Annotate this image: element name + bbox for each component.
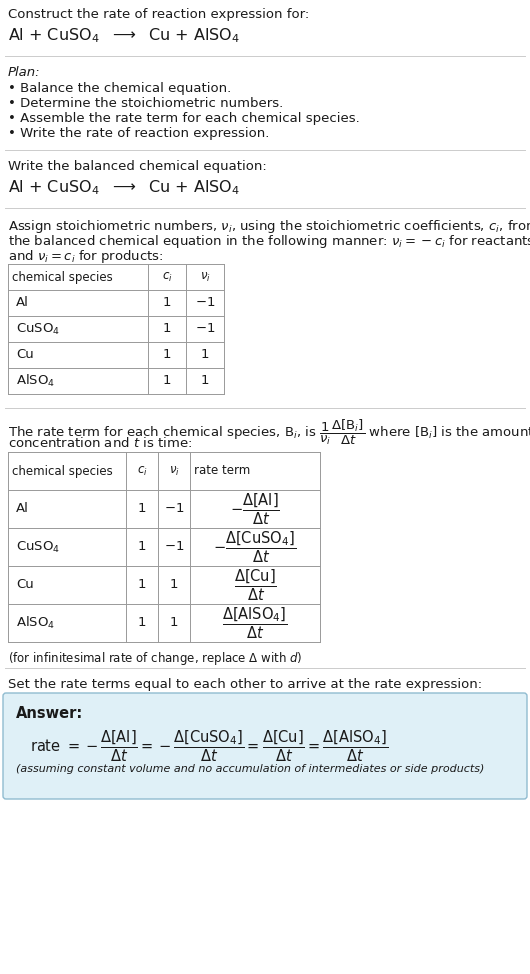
Text: 1: 1 xyxy=(201,349,209,361)
Text: $-1$: $-1$ xyxy=(195,322,215,335)
Text: 1: 1 xyxy=(163,374,171,388)
Text: (assuming constant volume and no accumulation of intermediates or side products): (assuming constant volume and no accumul… xyxy=(16,764,484,774)
Text: $\nu_i$: $\nu_i$ xyxy=(200,271,210,283)
Text: rate $= -\dfrac{\Delta[\mathrm{Al}]}{\Delta t} = -\dfrac{\Delta[\mathrm{CuSO_4}]: rate $= -\dfrac{\Delta[\mathrm{Al}]}{\De… xyxy=(30,728,388,764)
Text: $\dfrac{\Delta[\mathrm{Cu}]}{\Delta t}$: $\dfrac{\Delta[\mathrm{Cu}]}{\Delta t}$ xyxy=(234,567,277,603)
Text: Cu: Cu xyxy=(16,579,34,591)
Text: 1: 1 xyxy=(163,322,171,335)
Text: 1: 1 xyxy=(170,579,178,591)
Text: Assign stoichiometric numbers, $\nu_i$, using the stoichiometric coefficients, $: Assign stoichiometric numbers, $\nu_i$, … xyxy=(8,218,530,235)
Text: CuSO$_4$: CuSO$_4$ xyxy=(16,321,60,337)
Text: • Balance the chemical equation.: • Balance the chemical equation. xyxy=(8,82,231,95)
Text: $-\dfrac{\Delta[\mathrm{CuSO_4}]}{\Delta t}$: $-\dfrac{\Delta[\mathrm{CuSO_4}]}{\Delta… xyxy=(214,529,296,565)
Text: $-1$: $-1$ xyxy=(164,541,184,553)
Text: $-1$: $-1$ xyxy=(164,503,184,515)
Text: 1: 1 xyxy=(163,296,171,310)
Text: AlSO$_4$: AlSO$_4$ xyxy=(16,373,55,389)
Text: Write the balanced chemical equation:: Write the balanced chemical equation: xyxy=(8,160,267,173)
Text: 1: 1 xyxy=(138,541,146,553)
Text: Plan:: Plan: xyxy=(8,66,41,79)
Text: concentration and $t$ is time:: concentration and $t$ is time: xyxy=(8,436,192,450)
Text: Al + CuSO$_4$  $\longrightarrow$  Cu + AlSO$_4$: Al + CuSO$_4$ $\longrightarrow$ Cu + AlS… xyxy=(8,26,240,45)
Text: The rate term for each chemical species, B$_i$, is $\dfrac{1}{\nu_i}\dfrac{\Delt: The rate term for each chemical species,… xyxy=(8,418,530,447)
Text: (for infinitesimal rate of change, replace Δ with $d$): (for infinitesimal rate of change, repla… xyxy=(8,650,303,667)
Text: 1: 1 xyxy=(170,617,178,629)
Text: Al: Al xyxy=(16,503,29,515)
Text: $c_i$: $c_i$ xyxy=(137,465,147,477)
Text: • Determine the stoichiometric numbers.: • Determine the stoichiometric numbers. xyxy=(8,97,283,110)
Text: 1: 1 xyxy=(138,617,146,629)
Text: 1: 1 xyxy=(163,349,171,361)
Text: chemical species: chemical species xyxy=(12,271,113,283)
Text: Answer:: Answer: xyxy=(16,706,83,721)
Text: $-1$: $-1$ xyxy=(195,296,215,310)
Text: • Write the rate of reaction expression.: • Write the rate of reaction expression. xyxy=(8,127,269,140)
FancyBboxPatch shape xyxy=(3,693,527,799)
Text: the balanced chemical equation in the following manner: $\nu_i = -c_i$ for react: the balanced chemical equation in the fo… xyxy=(8,233,530,250)
Text: $c_i$: $c_i$ xyxy=(162,271,172,283)
Text: $\dfrac{\Delta[\mathrm{AlSO_4}]}{\Delta t}$: $\dfrac{\Delta[\mathrm{AlSO_4}]}{\Delta … xyxy=(222,605,288,641)
Text: chemical species: chemical species xyxy=(12,465,113,477)
Text: Construct the rate of reaction expression for:: Construct the rate of reaction expressio… xyxy=(8,8,309,21)
Text: Al + CuSO$_4$  $\longrightarrow$  Cu + AlSO$_4$: Al + CuSO$_4$ $\longrightarrow$ Cu + AlS… xyxy=(8,178,240,197)
Text: 1: 1 xyxy=(201,374,209,388)
Text: AlSO$_4$: AlSO$_4$ xyxy=(16,615,55,631)
Text: • Assemble the rate term for each chemical species.: • Assemble the rate term for each chemic… xyxy=(8,112,360,125)
Text: $\nu_i$: $\nu_i$ xyxy=(169,465,180,477)
Text: 1: 1 xyxy=(138,503,146,515)
Text: Set the rate terms equal to each other to arrive at the rate expression:: Set the rate terms equal to each other t… xyxy=(8,678,482,691)
Text: rate term: rate term xyxy=(194,465,250,477)
Text: 1: 1 xyxy=(138,579,146,591)
Text: $-\dfrac{\Delta[\mathrm{Al}]}{\Delta t}$: $-\dfrac{\Delta[\mathrm{Al}]}{\Delta t}$ xyxy=(230,491,280,527)
Text: Cu: Cu xyxy=(16,349,34,361)
Text: CuSO$_4$: CuSO$_4$ xyxy=(16,540,60,554)
Text: Al: Al xyxy=(16,296,29,310)
Text: and $\nu_i = c_i$ for products:: and $\nu_i = c_i$ for products: xyxy=(8,248,164,265)
